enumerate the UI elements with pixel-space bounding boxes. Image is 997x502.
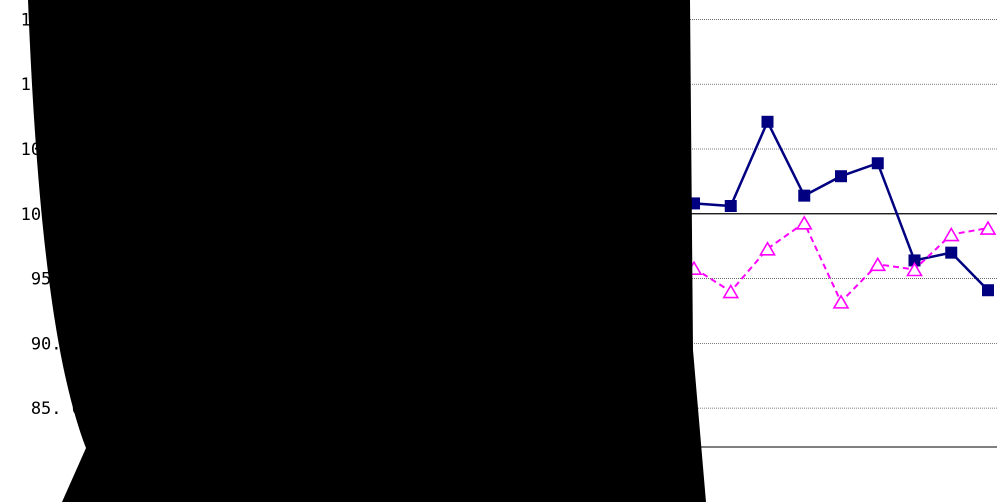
series-1-point-7	[942, 226, 960, 242]
series-1-point-4	[832, 294, 850, 309]
series-0-point-4	[835, 170, 847, 183]
occluding-silhouette	[28, 0, 706, 502]
series-0-point-3	[798, 189, 811, 202]
series-0-point-8	[982, 284, 994, 297]
series-1-point-8	[979, 220, 997, 235]
y-tick-label-0: 85. 0	[31, 399, 82, 419]
occluding-shape	[28, 0, 706, 502]
series-1-point-5	[869, 256, 887, 272]
series-1-line	[693, 221, 989, 304]
series-0-line	[693, 118, 989, 292]
series-1-point-3	[795, 215, 813, 230]
series-0-point-5	[871, 157, 884, 170]
series-1-point-1	[722, 283, 740, 299]
series-layer	[685, 115, 997, 309]
series-0-point-1	[724, 200, 737, 213]
series-1-point-6	[906, 261, 923, 277]
series-0-point-2	[761, 115, 774, 128]
series-0-point-6	[908, 254, 921, 267]
series-0-point-7	[945, 246, 958, 259]
series-1-point-2	[759, 241, 776, 256]
